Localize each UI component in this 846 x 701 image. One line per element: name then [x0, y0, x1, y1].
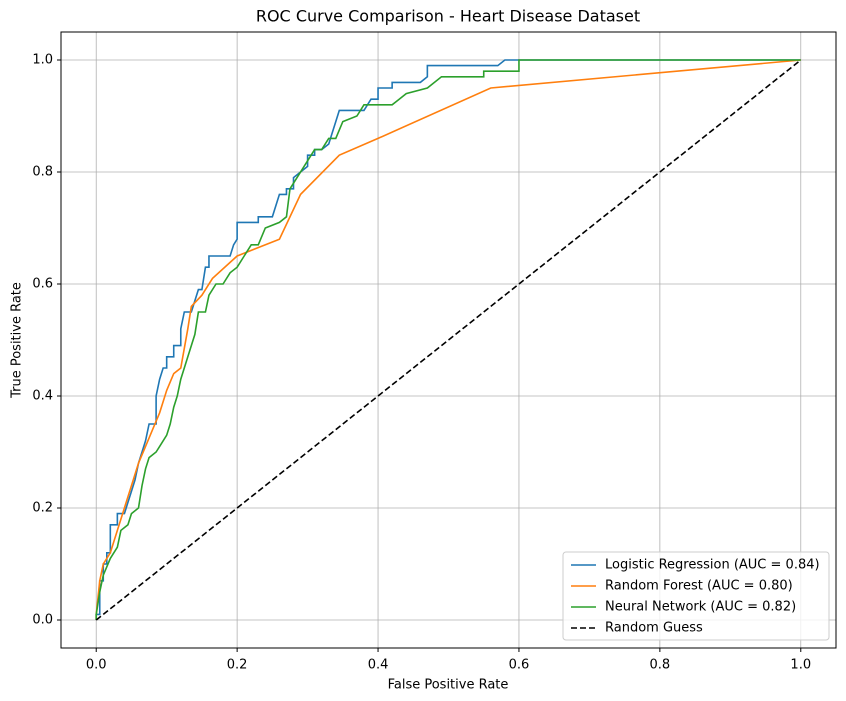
- legend: Logistic Regression (AUC = 0.84) Random F…: [562, 551, 830, 641]
- x-tick-label: 0.6: [509, 658, 530, 673]
- chart-title: ROC Curve Comparison - Heart Disease Dat…: [256, 7, 640, 26]
- x-tick-label: 0.8: [650, 658, 671, 673]
- y-axis-label: True Positive Rate: [10, 282, 25, 399]
- axes-frame: [60, 31, 837, 649]
- x-tick-label: 1.0: [790, 658, 811, 673]
- x-tick-label: 0.2: [227, 658, 248, 673]
- roc-line: [95, 59, 801, 620]
- legend-box: [562, 551, 830, 641]
- roc-line: [95, 59, 802, 621]
- x-tick-label: 0.0: [86, 658, 107, 673]
- legend-label: Random Guess: [605, 621, 703, 636]
- x-axis-label: False Positive Rate: [388, 678, 509, 693]
- legend-label: Neural Network (AUC = 0.82): [605, 600, 796, 615]
- x-tick-label: 0.4: [368, 658, 389, 673]
- roc-line: [95, 59, 801, 620]
- legend-label: Random Forest (AUC = 0.80): [605, 579, 793, 594]
- y-tick-label: 0.2: [32, 501, 53, 516]
- y-tick-label: 0.0: [32, 613, 53, 628]
- roc-line: [95, 59, 801, 620]
- y-tick-label: 0.8: [32, 165, 53, 180]
- y-tick-label: 0.4: [32, 389, 53, 404]
- y-tick-label: 1.0: [32, 53, 53, 68]
- y-tick-label: 0.6: [32, 277, 53, 292]
- legend-label: Logistic Regression (AUC = 0.84): [605, 558, 820, 573]
